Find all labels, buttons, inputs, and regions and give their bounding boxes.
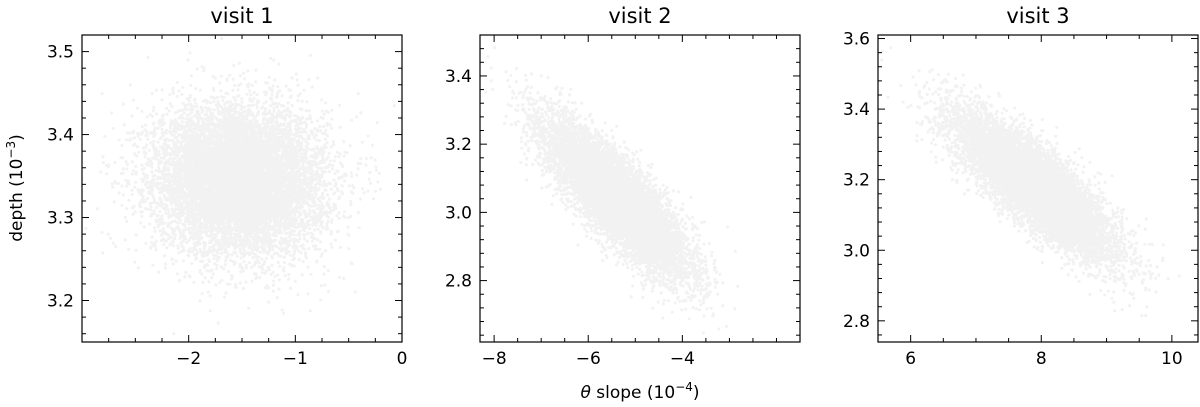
- x-tick-label: 10: [1161, 349, 1183, 369]
- panel-title-visit-1: visit 1: [210, 4, 273, 28]
- y-tick-label: 3.4: [843, 100, 870, 120]
- panel-title-visit-3: visit 3: [1006, 4, 1069, 28]
- x-tick-label: 0: [397, 349, 408, 369]
- panel-visit-1: −2 −1 0 3.2 3.3 3.4 3.5 visit 1: [47, 4, 407, 369]
- x-tick-label: −6: [576, 349, 601, 369]
- scatter-points-path: [84, 36, 396, 336]
- x-tick-label: 6: [905, 349, 916, 369]
- y-tick-label: 3.4: [445, 67, 472, 87]
- scatter-points-path: [483, 46, 740, 335]
- x-tick-label: 8: [1036, 349, 1047, 369]
- y-tick-label: 2.8: [445, 272, 472, 292]
- plot-frame-visit-3: [877, 34, 1199, 343]
- ticks-visit-3: 6 8 10 2.8 3.0 3.2 3.4 3.6: [843, 30, 1198, 369]
- x-tick-label: −2: [176, 349, 201, 369]
- y-axis-label: depth (10−3): [4, 134, 27, 242]
- panel-title-visit-2: visit 2: [608, 4, 671, 28]
- y-tick-label: 3.4: [47, 126, 74, 146]
- ticks-visit-1: −2 −1 0 3.2 3.3 3.4 3.5: [47, 34, 408, 369]
- y-tick-label: 3.0: [843, 241, 870, 261]
- scatter-points-path: [880, 46, 1181, 318]
- y-tick-label: 3.2: [47, 292, 74, 312]
- panel-visit-3: 6 8 10 2.8 3.0 3.2 3.4 3.6 visit 3: [843, 4, 1199, 369]
- y-tick-label: 3.2: [843, 171, 870, 191]
- y-tick-label: 3.6: [843, 30, 870, 50]
- x-tick-label: −4: [670, 349, 695, 369]
- x-tick-label: −8: [482, 349, 507, 369]
- y-tick-label: 3.3: [47, 209, 74, 229]
- y-tick-label: 3.5: [47, 43, 74, 63]
- y-tick-label: 3.2: [445, 135, 472, 155]
- y-tick-label: 3.0: [445, 203, 472, 223]
- y-tick-label: 2.8: [843, 312, 870, 332]
- scatter-points-visit-2: [483, 46, 740, 335]
- scatter-points-visit-1: [84, 36, 396, 336]
- ticks-visit-2: −8 −6 −4 2.8 3.0 3.2 3.4: [445, 34, 801, 369]
- x-axis-label: θ slope (10−4): [580, 380, 699, 403]
- x-tick-label: −1: [283, 349, 308, 369]
- panel-visit-2: −8 −6 −4 2.8 3.0 3.2 3.4 visit 2: [445, 4, 801, 369]
- plot-frame-visit-2: [479, 34, 801, 343]
- scatter-points-visit-3: [880, 46, 1181, 318]
